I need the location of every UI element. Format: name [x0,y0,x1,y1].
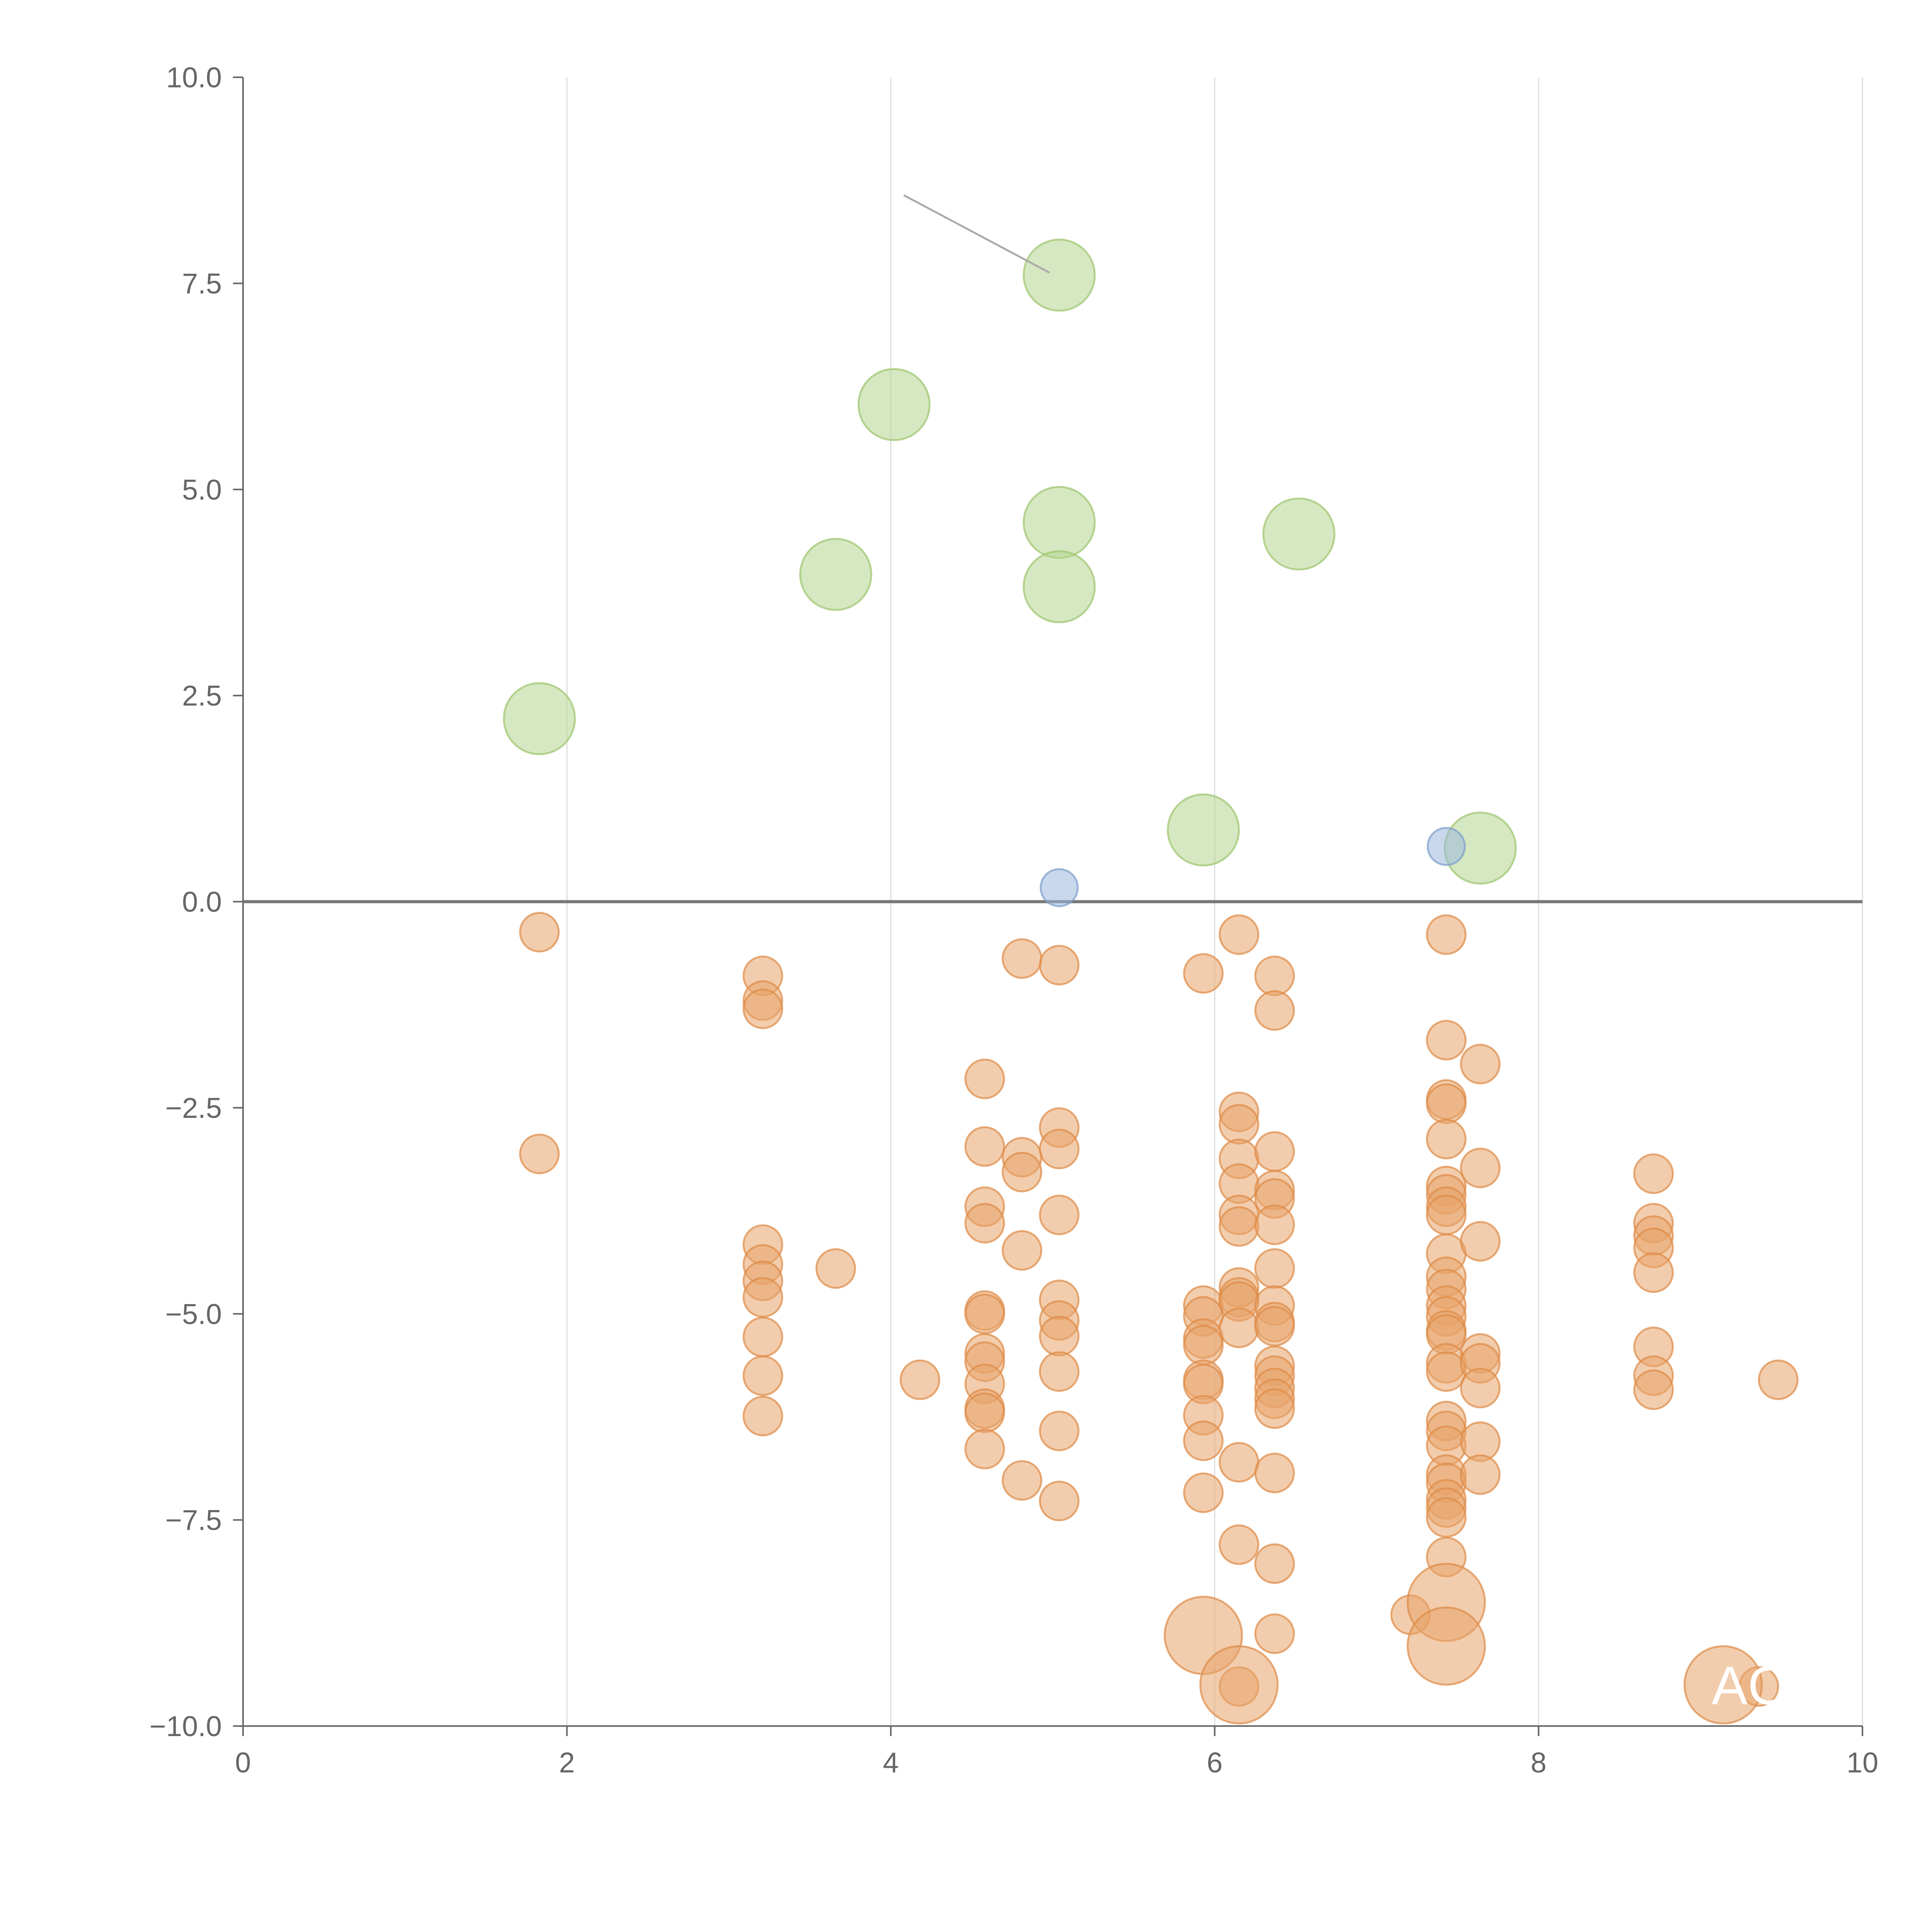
orange-point [1039,1351,1080,1392]
orange-point [742,1355,783,1396]
blue-point [1427,827,1466,866]
orange-point [964,1203,1005,1244]
green-point [857,368,931,441]
orange-point [1426,1497,1467,1538]
y-tick-label: 2.5 [182,680,222,712]
orange-point [1039,1410,1080,1451]
y-tick-label: −2.5 [165,1092,222,1124]
x-tick-label: 2 [559,1747,575,1779]
orange-point [900,1359,940,1400]
orange-point [1183,1472,1224,1513]
orange-point [1426,914,1467,955]
orange-point [1183,1325,1224,1366]
orange-point [1633,1252,1674,1293]
orange-point [1002,1151,1043,1192]
x-tick-label: 8 [1531,1747,1546,1779]
y-tick-label: −7.5 [165,1504,222,1536]
orange-point [1254,1543,1295,1584]
orange-point [1039,945,1080,986]
orange-point [964,1058,1005,1099]
y-tick-label: 10.0 [166,61,222,94]
orange-point [1254,1306,1295,1347]
orange-point [964,1126,1005,1167]
orange-point [742,1396,783,1437]
orange-point [1002,1460,1043,1501]
orange-point [742,1277,783,1318]
y-tick-label: −10.0 [150,1710,222,1742]
orange-point [1460,1367,1501,1408]
orange-point [1633,1369,1674,1410]
orange-point [1426,1020,1467,1061]
orange-point [1254,1248,1295,1289]
orange-point [1460,1221,1501,1262]
green-point [1022,238,1096,312]
orange-point [1218,1524,1259,1565]
green-point [1022,550,1096,624]
point-label: AC [1712,1655,1787,1716]
orange-point [519,912,560,952]
green-point [1022,486,1096,559]
green-point [1262,497,1336,571]
orange-point [1218,1442,1259,1483]
orange-point [1254,1452,1295,1493]
y-tick-label: 5.0 [182,474,222,506]
x-tick-label: 10 [1847,1747,1878,1779]
x-tick-label: 0 [235,1747,251,1779]
orange-point [1254,1204,1295,1245]
orange-point [1218,914,1259,955]
orange-point [1254,990,1295,1031]
orange-point [1218,1308,1259,1349]
leader-line [903,194,1050,274]
y-tick-label: 0.0 [182,886,222,918]
orange-point [1254,956,1295,997]
orange-point [742,988,783,1029]
orange-point [1758,1359,1799,1400]
orange-point [1633,1153,1674,1194]
blue-point [1039,868,1079,907]
orange-point [1199,1645,1279,1725]
orange-point [1426,1351,1467,1392]
orange-point [1218,1104,1259,1145]
orange-point [1039,1194,1080,1235]
orange-point [1039,1129,1080,1170]
orange-point [1183,953,1224,994]
orange-point [1039,1316,1080,1357]
orange-point [742,1316,783,1357]
orange-point [815,1248,856,1289]
orange-point [1426,1194,1467,1235]
green-point [503,682,576,755]
orange-point [964,1392,1005,1433]
orange-point [1218,1206,1259,1247]
orange-point [964,1293,1005,1334]
orange-point [1254,1131,1295,1172]
green-point [799,538,872,611]
orange-point [519,1133,560,1174]
annotation-layer: AC [903,194,1787,1716]
orange-point [964,1429,1005,1469]
orange-point [1460,1044,1501,1085]
orange-point [1254,1613,1295,1654]
orange-point [1406,1606,1486,1686]
orange-point [1002,938,1043,979]
orange-point [1002,1230,1043,1271]
orange-point [1039,1481,1080,1522]
orange-point [1183,1420,1224,1461]
axis-layer: 10.0 7.5 5.0 2.5 0.0 −2.5 −5.0 −7.5 −10.0 0 2 4 6 8 10 [150,61,1878,1779]
orange-point [1460,1454,1501,1495]
orange-point [1426,1083,1467,1124]
y-tick-label: 7.5 [182,267,222,299]
green-point [1167,793,1240,867]
orange-point [1254,1388,1295,1429]
points-layer [503,238,1799,1725]
orange-point [1460,1148,1501,1189]
y-tick-label: −5.0 [165,1298,222,1330]
orange-point [1684,1645,1763,1725]
x-tick-label: 6 [1207,1747,1223,1779]
x-tick-label: 4 [883,1747,899,1779]
orange-point [1426,1119,1467,1160]
